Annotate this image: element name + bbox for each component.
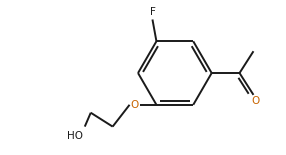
Text: O: O	[130, 100, 139, 110]
Text: O: O	[251, 96, 260, 106]
Text: F: F	[150, 7, 155, 17]
Text: HO: HO	[67, 131, 83, 141]
